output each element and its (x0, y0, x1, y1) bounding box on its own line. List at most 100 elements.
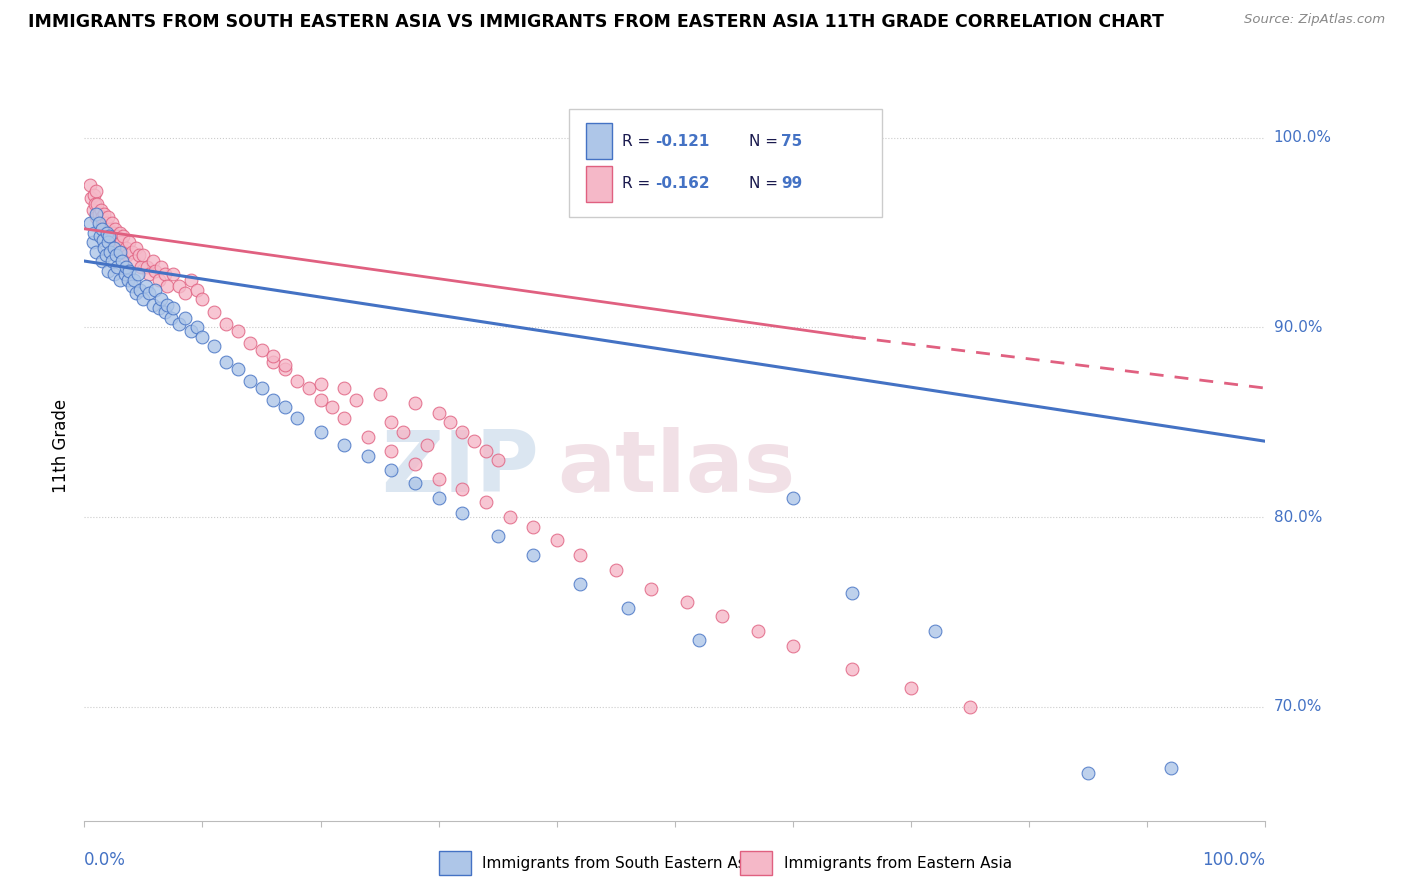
Point (357, 450, 380, 464)
Point (86, 197, 108, 211)
Point (107, 241, 129, 255)
Point (298, 381, 321, 395)
Point (900, 681, 922, 695)
Point (309, 425, 332, 439)
Point (125, 286, 148, 301)
Point (427, 472, 450, 486)
Point (93, 206, 115, 220)
Point (156, 298, 179, 312)
Point (132, 248, 155, 262)
Text: 90.0%: 90.0% (1274, 320, 1322, 334)
Point (380, 415, 402, 429)
Point (114, 241, 136, 255)
FancyBboxPatch shape (568, 109, 882, 218)
Point (136, 260, 159, 274)
Point (96, 226, 118, 240)
Text: Source: ZipAtlas.com: Source: ZipAtlas.com (1244, 13, 1385, 27)
Text: 70.0%: 70.0% (1274, 699, 1322, 714)
Point (159, 310, 181, 325)
Point (98, 222, 121, 236)
Point (84, 244, 107, 259)
Text: N =: N = (749, 134, 783, 149)
Point (427, 406, 450, 420)
Point (173, 310, 195, 325)
Text: 0.0%: 0.0% (84, 851, 127, 869)
Point (121, 244, 143, 259)
Point (132, 292, 155, 306)
Point (79, 178, 101, 193)
Point (475, 495, 498, 509)
Point (87, 216, 110, 230)
Point (98, 244, 121, 259)
Point (173, 286, 195, 301)
Point (309, 377, 332, 392)
Point (112, 229, 135, 244)
Point (100, 254, 122, 268)
Point (605, 563, 627, 577)
Bar (740, 851, 772, 875)
Point (262, 354, 284, 368)
Point (451, 506, 474, 520)
Point (89, 216, 111, 230)
Point (129, 260, 152, 274)
Point (118, 235, 141, 249)
Text: 100.0%: 100.0% (1202, 851, 1265, 869)
Point (91, 254, 114, 268)
Point (142, 298, 165, 312)
Point (82, 202, 104, 217)
Point (498, 510, 520, 524)
Point (125, 241, 148, 255)
Text: R =: R = (621, 177, 655, 191)
Point (89, 229, 111, 244)
Point (202, 339, 225, 353)
Point (368, 387, 391, 401)
Point (122, 254, 145, 268)
Bar (586, 166, 612, 202)
Point (148, 273, 170, 287)
Point (262, 349, 284, 363)
Point (82, 235, 104, 249)
Point (546, 533, 568, 547)
Text: R =: R = (621, 134, 655, 149)
Text: 99: 99 (782, 177, 803, 191)
Text: atlas: atlas (557, 427, 794, 510)
Point (1160, 760, 1182, 774)
Point (841, 662, 863, 676)
Point (117, 273, 139, 287)
Point (97, 235, 120, 249)
Point (138, 286, 160, 301)
Point (711, 608, 734, 623)
Bar (586, 123, 612, 159)
Point (108, 273, 131, 287)
Point (111, 254, 134, 268)
Point (118, 263, 141, 277)
Point (285, 411, 308, 425)
Point (91, 211, 114, 225)
Point (782, 639, 804, 653)
Point (486, 529, 509, 543)
Point (321, 400, 343, 414)
Point (569, 576, 592, 591)
Point (226, 324, 249, 338)
Text: Immigrants from South Eastern Asia: Immigrants from South Eastern Asia (482, 855, 759, 871)
Point (153, 268, 176, 282)
Point (380, 463, 402, 477)
Point (103, 235, 125, 249)
Point (148, 301, 170, 316)
Point (98, 229, 121, 244)
Point (451, 425, 474, 439)
Point (404, 475, 426, 490)
Text: ZIP: ZIP (381, 427, 538, 510)
Text: 75: 75 (782, 134, 803, 149)
Point (101, 226, 124, 240)
Point (186, 320, 208, 334)
Text: 80.0%: 80.0% (1274, 509, 1322, 524)
Point (215, 317, 238, 331)
Point (150, 292, 173, 306)
Point (439, 415, 461, 429)
Point (98, 229, 121, 244)
Point (333, 381, 356, 395)
Point (782, 491, 804, 505)
Point (357, 430, 380, 444)
Point (427, 491, 450, 505)
